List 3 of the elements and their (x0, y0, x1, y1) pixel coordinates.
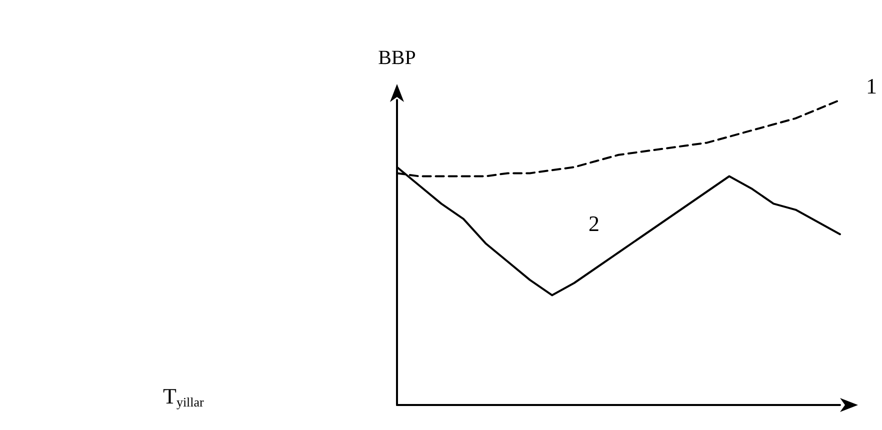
series-label: 2 (588, 211, 600, 236)
series-label: 1 (866, 74, 877, 98)
y-axis-title: BBP (378, 47, 416, 69)
